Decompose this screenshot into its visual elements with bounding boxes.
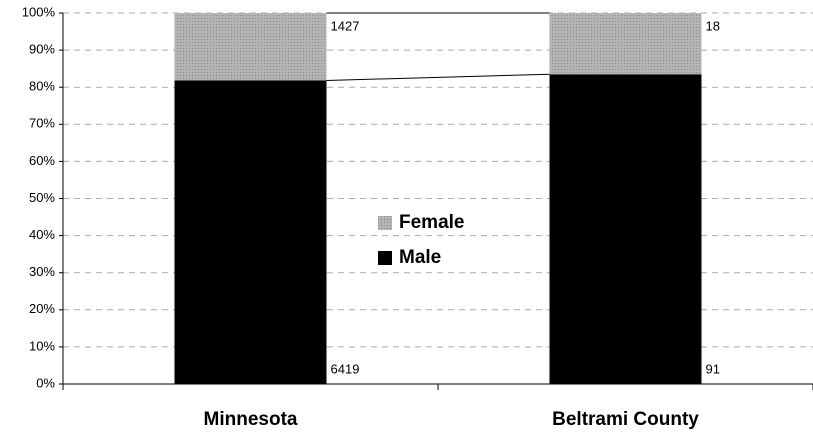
bar-segment <box>174 13 327 81</box>
bar-segment <box>549 13 702 75</box>
y-tick-label: 30% <box>29 264 55 279</box>
data-label: 91 <box>706 361 720 376</box>
y-tick-label: 0% <box>36 375 55 390</box>
y-tick-label: 90% <box>29 42 55 57</box>
y-tick-label: 70% <box>29 116 55 131</box>
legend-swatch <box>378 216 392 230</box>
data-label: 18 <box>706 18 720 33</box>
y-tick-label: 40% <box>29 227 55 242</box>
y-tick-label: 10% <box>29 338 55 353</box>
y-tick-label: 100% <box>22 4 56 19</box>
x-tick-label: Minnesota <box>204 409 298 430</box>
data-label: 1427 <box>331 18 360 33</box>
y-tick-label: 20% <box>29 301 55 316</box>
x-tick-label: Beltrami County <box>552 409 699 430</box>
data-label: 6419 <box>331 361 360 376</box>
y-tick-label: 60% <box>29 153 55 168</box>
y-tick-label: 50% <box>29 190 55 205</box>
legend-swatch <box>378 251 392 265</box>
bar-segment <box>174 80 327 384</box>
bar-segment <box>549 74 702 384</box>
legend-label: Male <box>399 247 441 268</box>
y-tick-label: 80% <box>29 79 55 94</box>
series-line <box>326 73 550 81</box>
legend-label: Female <box>399 212 464 233</box>
